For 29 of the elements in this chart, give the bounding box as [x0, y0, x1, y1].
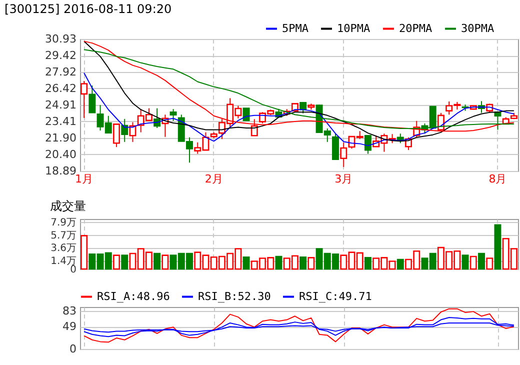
- y-tick-label: 0: [70, 264, 76, 276]
- y-tick-label: 83: [62, 304, 76, 318]
- x-tick-label: 2月: [204, 172, 223, 186]
- text: RSI_A:48.96: [97, 290, 170, 303]
- legend-label: RSI_C:49.71: [299, 290, 372, 303]
- legend-label: 10PMA: [337, 22, 370, 35]
- y-tick-label: 21.90: [45, 132, 76, 144]
- y-tick-label: 7.9万: [50, 217, 76, 228]
- y-tick-label: 18.89: [45, 164, 76, 178]
- y-tick-label: 5.7万: [50, 230, 76, 242]
- chart-title: [300125] 2016-08-11 09:20: [4, 2, 172, 16]
- y-tick-label: 26.42: [45, 82, 76, 95]
- x-tick-label: 1月: [75, 172, 94, 186]
- chart-title: 成交量: [50, 198, 86, 213]
- legend-label: RSI_B:52.30: [198, 290, 271, 303]
- legend-label: 30PMA: [461, 22, 494, 35]
- x-tick-label: 8月: [488, 172, 507, 186]
- y-tick-label: 24.91: [45, 98, 76, 112]
- legend-label: 20PMA: [399, 22, 432, 35]
- y-tick-label: 30.93: [45, 32, 76, 46]
- y-tick-label: 49: [62, 320, 76, 334]
- y-tick-label: 23.41: [45, 114, 76, 128]
- y-tick-label: 0: [70, 342, 76, 356]
- y-tick-label: 20.40: [45, 148, 76, 161]
- y-tick-label: 29.42: [45, 49, 76, 62]
- y-tick-label: 27.92: [45, 66, 76, 78]
- y-tick-label: 3.6万: [50, 243, 76, 254]
- x-tick-label: 3月: [334, 172, 353, 186]
- legend-label: 5PMA: [282, 22, 309, 35]
